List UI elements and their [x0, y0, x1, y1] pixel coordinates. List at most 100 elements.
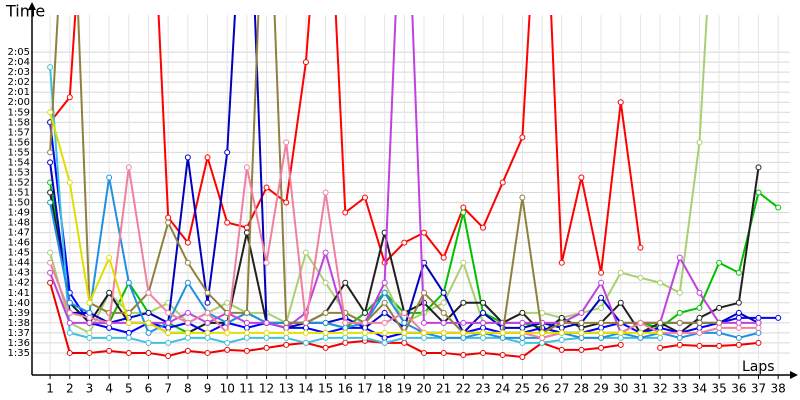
lap-point	[480, 299, 487, 306]
lap-point	[263, 184, 270, 191]
lap-point	[578, 329, 585, 336]
lap-point	[322, 319, 329, 326]
x-tick-label: 28	[574, 382, 589, 396]
lap-point	[165, 214, 172, 221]
lap-point	[322, 334, 329, 341]
lap-point	[243, 309, 250, 316]
x-tick-label: 9	[204, 382, 212, 396]
lap-point	[755, 329, 762, 336]
lap-point	[106, 334, 113, 341]
lap-point	[145, 289, 152, 296]
lap-point	[47, 279, 54, 286]
lap-point	[480, 309, 487, 316]
y-tick-label: 1:36	[8, 338, 30, 349]
lap-point	[106, 324, 113, 331]
lap-point	[578, 319, 585, 326]
lap-point	[66, 329, 73, 336]
x-tick-label: 18	[377, 382, 392, 396]
lap-point	[755, 314, 762, 321]
lap-point	[598, 304, 605, 311]
lap-point	[401, 239, 408, 246]
lap-point	[243, 324, 250, 331]
lap-point	[676, 319, 683, 326]
lap-point	[283, 199, 290, 206]
lap-point	[47, 64, 54, 71]
x-tick-label: 14	[298, 382, 313, 396]
lap-point	[224, 299, 231, 306]
lap-point	[440, 289, 447, 296]
y-tick-label: 1:44	[8, 258, 30, 269]
lap-point	[106, 347, 113, 354]
lap-point	[440, 309, 447, 316]
lap-point	[263, 344, 270, 351]
lap-point	[302, 249, 309, 256]
lap-point	[302, 339, 309, 346]
x-tick-label: 36	[731, 382, 746, 396]
lap-point	[755, 339, 762, 346]
lap-point	[480, 329, 487, 336]
x-tick-label: 33	[672, 382, 687, 396]
y-tick-label: 2:02	[8, 77, 30, 88]
x-tick-label: 4	[105, 382, 113, 396]
lap-point	[322, 189, 329, 196]
y-axis-arrow	[28, 2, 36, 10]
y-tick-label: 1:41	[8, 288, 30, 299]
lap-point	[342, 279, 349, 286]
lap-point	[145, 309, 152, 316]
lap-point	[676, 254, 683, 261]
lap-point	[381, 289, 388, 296]
lap-point	[401, 329, 408, 336]
lap-point	[617, 319, 624, 326]
lap-point	[657, 324, 664, 331]
lap-point	[617, 299, 624, 306]
lap-point	[519, 194, 526, 201]
lap-point	[243, 164, 250, 171]
lap-point	[598, 279, 605, 286]
lap-point	[342, 334, 349, 341]
x-tick-label: 1	[46, 382, 54, 396]
lap-point	[420, 229, 427, 236]
lap-point	[361, 324, 368, 331]
y-tick-label: 1:35	[8, 348, 30, 359]
lap-point	[637, 274, 644, 281]
lap-point	[342, 319, 349, 326]
y-tick-label: 1:50	[8, 198, 30, 209]
lap-point	[578, 174, 585, 181]
lap-point	[480, 349, 487, 356]
lap-point	[480, 224, 487, 231]
y-tick-label: 1:49	[8, 208, 30, 219]
lap-point	[401, 334, 408, 341]
lap-point	[676, 289, 683, 296]
lap-point	[460, 351, 467, 358]
lap-point	[460, 204, 467, 211]
lap-point	[66, 94, 73, 101]
lap-point	[598, 329, 605, 336]
lap-point	[125, 319, 132, 326]
lap-point	[558, 259, 565, 266]
lap-point	[676, 341, 683, 348]
lap-point	[420, 334, 427, 341]
lap-point	[578, 346, 585, 353]
lap-point	[735, 299, 742, 306]
x-tick-label: 34	[692, 382, 707, 396]
lap-point	[145, 349, 152, 356]
lap-point	[381, 339, 388, 346]
lap-point	[716, 324, 723, 331]
lap-point	[184, 279, 191, 286]
lap-point	[735, 324, 742, 331]
lap-point	[66, 319, 73, 326]
lap-point	[499, 351, 506, 358]
lap-point	[361, 194, 368, 201]
lap-point	[86, 299, 93, 306]
lap-point	[617, 99, 624, 106]
lap-point	[480, 319, 487, 326]
lap-point	[637, 329, 644, 336]
lap-point	[125, 164, 132, 171]
lap-point	[381, 334, 388, 341]
y-tick-label: 2:04	[8, 57, 30, 68]
y-tick-label: 1:57	[8, 127, 30, 138]
lap-point	[86, 309, 93, 316]
x-tick-label: 17	[357, 382, 372, 396]
lap-point	[263, 319, 270, 326]
x-tick-label: 24	[495, 382, 510, 396]
